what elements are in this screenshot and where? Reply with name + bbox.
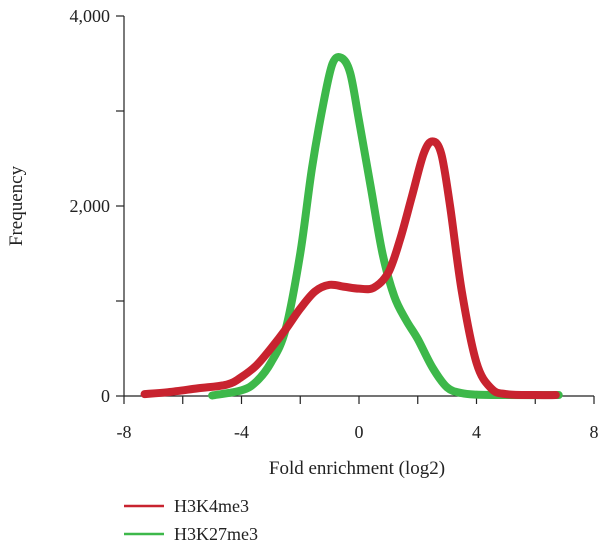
series-line-h3k4me3 [140, 137, 560, 400]
series-lines [140, 52, 563, 400]
legend-label-h3k27me3: H3K27me3 [174, 524, 258, 544]
y-tick-label: 2,000 [70, 196, 111, 216]
y-axis-title: Frequency [6, 165, 27, 246]
y-tick-label: 0 [101, 386, 110, 406]
x-tick-label: 0 [355, 422, 364, 442]
legend-label-h3k4me3: H3K4me3 [174, 496, 249, 516]
x-tick-label: 4 [472, 422, 481, 442]
x-tick-label: -8 [117, 422, 132, 442]
x-tick-label: -4 [234, 422, 249, 442]
x-ticks: -8 -4 0 4 8 [117, 396, 599, 442]
y-tick-label: 4,000 [70, 6, 111, 26]
x-tick-label: 8 [590, 422, 599, 442]
x-axis-title: Fold enrichment (log2) [269, 458, 445, 479]
y-ticks: 0 2,000 4,000 [70, 6, 124, 406]
legend: H3K4me3 H3K27me3 [124, 496, 258, 544]
series-line-h3k27me3 [208, 52, 563, 400]
